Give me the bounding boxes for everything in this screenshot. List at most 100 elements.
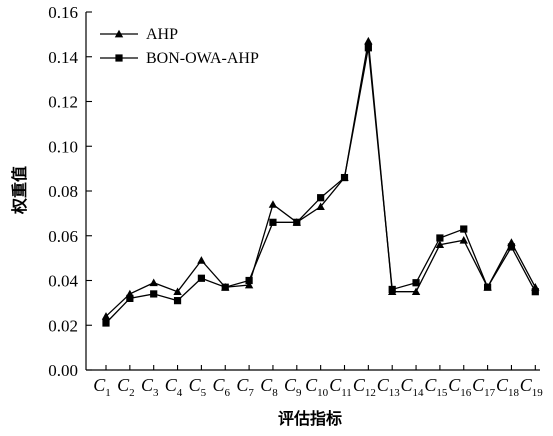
bon-owa-ahp-point [388,285,396,294]
bon-owa-ahp-point [173,297,182,305]
bon-owa-ahp-point [102,319,110,327]
ahp-point [411,287,421,296]
series-ahp-line [105,40,536,317]
bon-owa-ahp-point [460,225,468,233]
x-tick-label: C4 [165,375,183,399]
bon-owa-ahp-point [412,279,420,287]
x-tick-label: C16 [448,375,472,399]
x-tick-prefix: C [212,375,225,395]
y-tick-label: 0.12 [48,93,78,112]
x-tick-subscript: 8 [272,387,278,399]
x-tick-subscript: 9 [296,387,302,399]
bon-owa-ahp-point [293,218,301,226]
bon-owa-ahp-point [484,283,492,291]
x-tick-label: C13 [377,375,401,399]
bon-owa-ahp-point [507,243,516,251]
x-tick-subscript: 12 [365,387,376,399]
x-tick-subscript: 16 [460,387,472,399]
ahp-point [244,280,254,289]
x-tick-prefix: C [284,375,297,395]
y-tick-label: 0.08 [48,182,78,201]
x-tick-prefix: C [496,375,509,395]
x-tick-prefix: C [520,375,533,395]
x-tick-prefix: C [377,375,390,395]
x-axis-title: 评估指标 [278,409,342,428]
x-tick-subscript: 17 [484,387,496,399]
legend-square-marker [115,54,123,62]
x-tick-prefix: C [353,375,366,395]
x-tick-subscript: 3 [153,387,159,399]
x-tick-label: C11 [329,375,352,399]
x-tick-subscript: 19 [532,387,544,399]
x-tick-label: C14 [401,375,425,399]
series-layer [101,36,540,327]
x-tick-label: C15 [424,375,448,399]
x-tick-label: C6 [212,375,230,399]
series-bon-owa-ahp-line [105,47,536,324]
x-tick-prefix: C [165,375,178,395]
x-tick-subscript: 14 [413,387,425,399]
x-tick-label: C18 [496,375,520,399]
ahp-point [101,312,111,320]
x-tick-prefix: C [117,375,130,395]
y-tick-label: 0.00 [48,361,78,380]
x-tick-subscript: 1 [105,387,111,399]
x-tick-subscript: 15 [436,387,448,399]
x-tick-prefix: C [448,375,461,395]
ahp-point [197,256,206,264]
bon-owa-ahp-point [221,283,229,291]
ahp-point [173,287,182,296]
x-tick-label: C17 [472,375,496,399]
bon-owa-ahp-point [531,288,539,296]
x-tick-prefix: C [401,375,414,395]
x-tick-subscript: 7 [248,387,254,399]
x-tick-prefix: C [472,375,485,395]
ahp-point [268,200,278,208]
x-tick-prefix: C [93,375,106,395]
x-tick-prefix: C [236,375,249,395]
x-tick-prefix: C [329,375,342,395]
ahp-point [459,236,468,244]
x-tick-subscript: 6 [225,387,231,399]
x-tick-label: C8 [260,375,278,399]
x-tick-prefix: C [189,375,202,395]
y-axis-title: 权重值 [10,166,29,215]
y-ticks: 0.00 0.02 0.04 0.06 0.08 0.10 0.12 0.14 0.16 [48,3,92,380]
y-tick-label: 0.10 [48,137,78,156]
y-tick-label: 0.04 [48,272,78,291]
x-tick-subscript: 10 [317,387,329,399]
bon-owa-ahp-point [269,218,277,226]
x-tick-prefix: C [305,375,318,395]
x-tick-label: C3 [141,375,159,399]
ahp-point [316,202,325,211]
x-tick-label: C7 [236,375,254,399]
x-tick-subscript: 18 [508,387,520,399]
x-ticks: C1 C2 C3 C4 C5 C6 C7 C8 C9 C10 C11 C12 C13 C14 C15 C16 C… [93,365,543,399]
legend: AHP BON-OWA-AHP [100,26,259,67]
x-tick-label: C9 [284,375,302,399]
bon-owa-ahp-point [317,194,325,202]
x-tick-subscript: 2 [129,387,135,399]
x-tick-subscript: 4 [177,387,183,399]
ahp-point [364,36,373,45]
legend-label-bon-owa-ahp: BON-OWA-AHP [146,50,259,67]
x-tick-subscript: 5 [201,387,207,399]
x-tick-prefix: C [424,375,437,395]
bon-owa-ahp-point [126,294,134,302]
x-tick-label: C19 [520,375,544,399]
y-tick-label: 0.02 [48,316,78,335]
plot-area: 0.000.020.040.060.080.100.120.140.16 C1 C… [48,3,543,399]
bon-owa-ahp-point [150,290,158,298]
bon-owa-ahp-point [364,44,372,52]
bon-owa-ahp-point [340,173,349,182]
y-tick-label: 0.14 [48,48,78,67]
y-tick-label: 0.16 [48,3,78,22]
x-tick-label: C10 [305,375,329,399]
x-tick-subscript: 13 [389,387,401,399]
bon-owa-ahp-point [197,274,205,282]
ahp-point [435,240,445,249]
x-tick-label: C5 [189,375,207,399]
x-tick-subscript: 11 [341,387,352,399]
bon-owa-ahp-point [436,234,444,242]
